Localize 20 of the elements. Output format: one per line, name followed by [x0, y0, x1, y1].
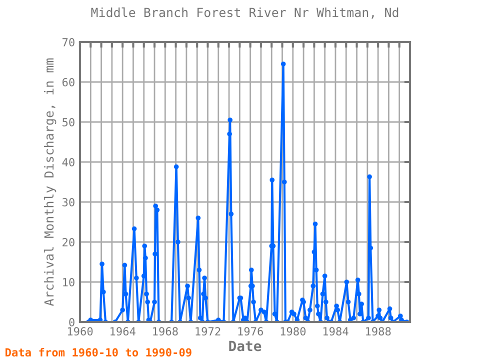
chart-title: Middle Branch Forest River Nr Whitman, Nd	[91, 7, 398, 19]
y-tick-label: 30	[62, 198, 74, 206]
x-tick-label: 1984	[323, 327, 348, 336]
x-axis-title: Date	[229, 340, 262, 352]
y-tick-label: 40	[62, 158, 74, 166]
y-tick-label: 20	[62, 238, 74, 246]
x-tick-label: 1988	[366, 327, 391, 336]
x-tick-label: 1980	[280, 327, 306, 336]
text: Data from 1960-10 to 1990-09	[6, 348, 192, 357]
x-tick-label: 1968	[153, 327, 178, 336]
y-tick-label: 70	[62, 38, 74, 46]
x-tick-label: 1976	[238, 327, 263, 336]
y-tick-label: 60	[62, 78, 74, 86]
y-axis-title: Archival Monthly Discharge, in mm	[44, 58, 56, 306]
y-tick-label: 0	[69, 318, 74, 326]
x-tick-label: 1964	[110, 327, 136, 336]
x-tick-label: 1972	[196, 327, 220, 336]
x-tick-label: 1960	[68, 327, 93, 336]
y-tick-label: 50	[62, 118, 74, 126]
y-tick-label: 10	[63, 278, 74, 286]
